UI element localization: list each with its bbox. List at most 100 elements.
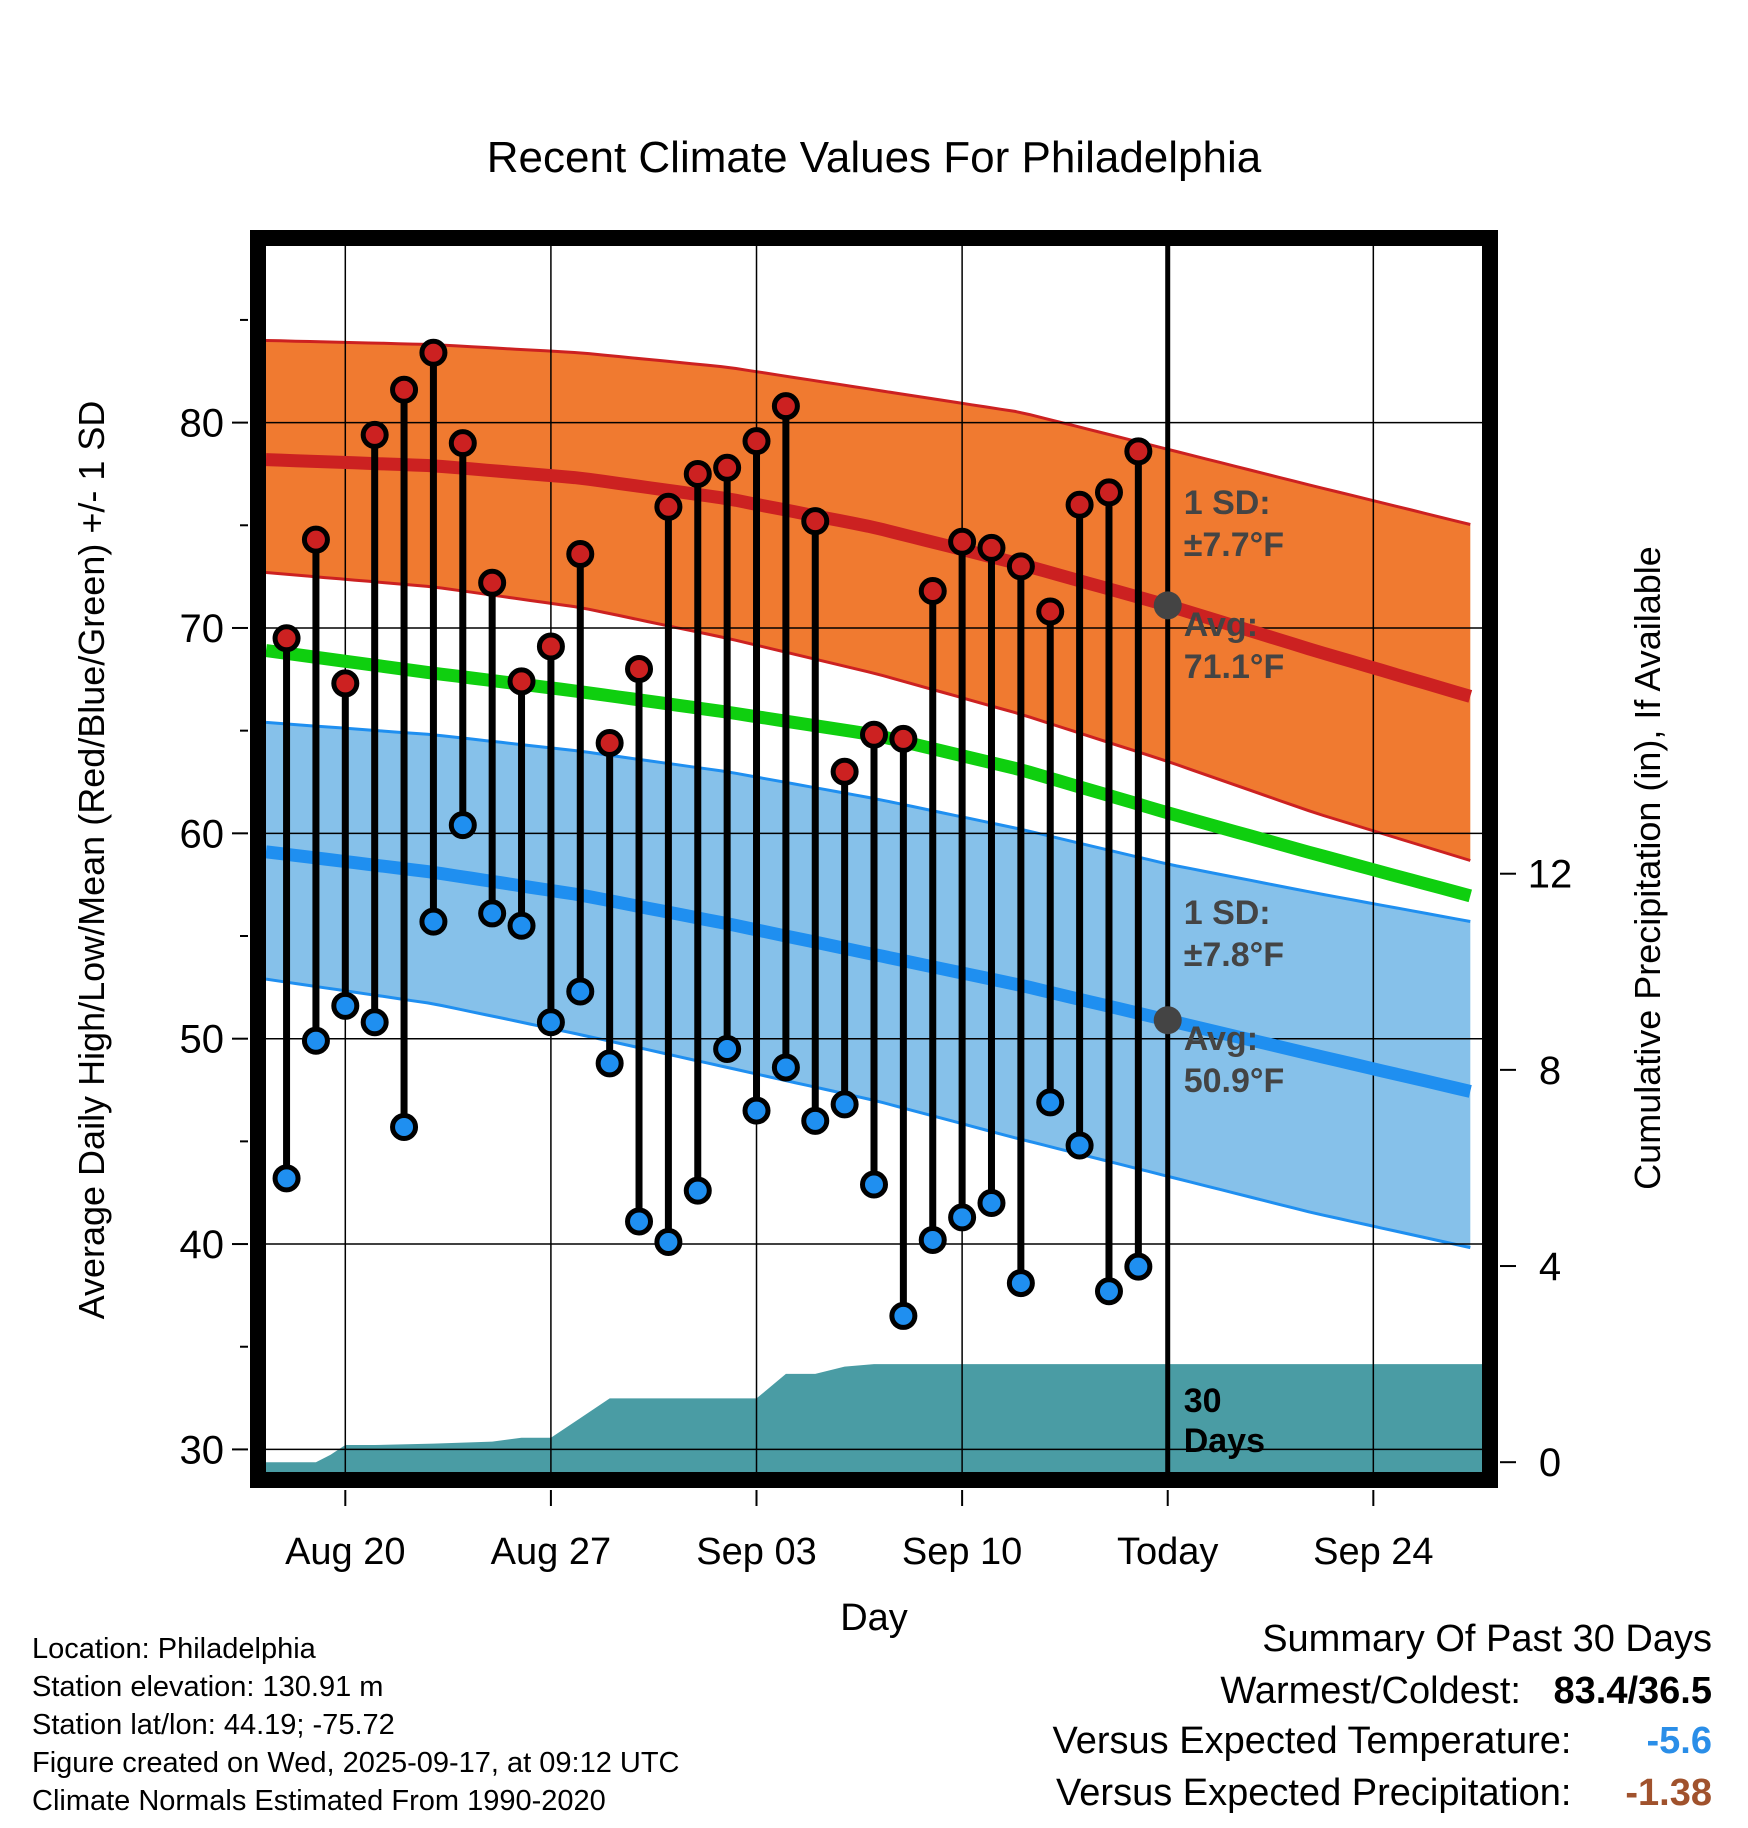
daily-low-point (889, 1301, 918, 1330)
summary-title: Summary Of Past 30 Days (1262, 1618, 1712, 1661)
plot-inner (266, 246, 1482, 1472)
daily-high-point (1124, 437, 1153, 466)
high-sd-label: 1 SD: (1184, 484, 1271, 522)
high-avg-value: 71.1°F (1184, 648, 1285, 686)
y2-tick-label: 4 (1539, 1245, 1561, 1289)
daily-high-point (478, 568, 507, 597)
daily-high-point (1094, 478, 1123, 507)
daily-low-point (272, 1164, 301, 1193)
daily-high-point (860, 720, 888, 749)
daily-low-point (536, 1008, 565, 1037)
footer-created: Figure created on Wed, 2025-09-17, at 09… (32, 1747, 680, 1779)
daily-low-point (860, 1170, 888, 1199)
daily-low-point (1124, 1252, 1153, 1281)
summary-warm-cold-label: Warmest/Coldest: (1220, 1670, 1521, 1712)
daily-low-point (478, 899, 507, 928)
daily-low-point (801, 1106, 830, 1135)
footer-location: Location: Philadelphia (32, 1633, 316, 1665)
daily-low-point (301, 1026, 330, 1055)
y2-axis-label: Cumulative Precipitation (in), If Availa… (1627, 546, 1668, 1190)
low-band-upper-edge (266, 720, 1471, 923)
daily-low-point (1094, 1277, 1123, 1306)
y-tick-label: 80 (180, 402, 225, 446)
summary-warm-cold: Warmest/Coldest: 83.4/36.5 (1220, 1670, 1712, 1713)
daily-high-point (566, 540, 595, 569)
precip-window-label-1: 30 (1184, 1382, 1222, 1420)
daily-high-point (948, 527, 977, 556)
daily-low-point (331, 991, 360, 1020)
daily-high-point (595, 728, 624, 757)
daily-high-point (830, 757, 859, 786)
y-tick-label: 60 (180, 812, 225, 856)
y-tick-label: 40 (180, 1223, 225, 1267)
daily-low-point (448, 811, 477, 840)
daily-high-point (536, 632, 565, 661)
high-band-lower-edge (266, 571, 1471, 862)
today-low-avg-marker (1153, 1006, 1182, 1035)
daily-low-point (507, 911, 536, 940)
footer-elevation: Station elevation: 130.91 m (32, 1671, 384, 1703)
daily-high-point (331, 669, 360, 698)
daily-high-point (683, 459, 712, 488)
y2-tick-label: 8 (1539, 1049, 1561, 1093)
daily-high-point (889, 724, 918, 753)
daily-low-point (830, 1090, 859, 1119)
normal-low-line (266, 845, 1472, 1098)
summary-precip-label: Versus Expected Precipitation: (1056, 1772, 1572, 1814)
x-tick-label: Aug 20 (285, 1531, 405, 1573)
daily-low-point (977, 1188, 1006, 1217)
x-tick-label: Today (1117, 1531, 1218, 1573)
daily-high-point (742, 427, 771, 456)
daily-low-point (771, 1053, 800, 1082)
x-tick-label: Aug 27 (491, 1531, 611, 1573)
y2-tick-label: 0 (1539, 1441, 1561, 1485)
low-avg-value: 50.9°F (1184, 1062, 1285, 1100)
x-axis-label-area: Day (840, 1597, 908, 1639)
daily-low-point (713, 1034, 742, 1063)
footer-normals: Climate Normals Estimated From 1990-2020 (32, 1785, 606, 1817)
x-tick-label: Sep 10 (902, 1531, 1022, 1573)
x-tick-label: Sep 24 (1313, 1531, 1433, 1573)
daily-low-point (1036, 1088, 1065, 1117)
low-sd-label: 1 SD: (1184, 894, 1271, 932)
plot-frame (250, 230, 1498, 1488)
daily-high-point (713, 453, 742, 482)
daily-low-point (360, 1008, 389, 1037)
precipitation-area (266, 1364, 1482, 1472)
daily-high-point (272, 624, 301, 653)
daily-high-point (390, 375, 419, 404)
y-axis-label: Average Daily High/Low/Mean (Red/Blue/Gr… (71, 401, 112, 1320)
daily-low-point (654, 1227, 683, 1256)
x-axis-title: Day (840, 1597, 908, 1639)
daily-low-point (419, 907, 448, 936)
daily-low-point (566, 977, 595, 1006)
y-tick-label: 30 (180, 1428, 225, 1472)
daily-high-point (507, 667, 536, 696)
daily-high-point (1036, 597, 1065, 626)
daily-high-point (654, 492, 683, 521)
low-band-lower-edge (266, 977, 1471, 1250)
daily-low-point (683, 1176, 712, 1205)
summary-temp-value: -5.6 (1646, 1720, 1712, 1762)
high-band-upper-edge (266, 339, 1471, 526)
chart-title: Recent Climate Values For Philadelphia (487, 133, 1262, 182)
today-high-avg-marker (1153, 591, 1182, 620)
summary-warm-cold-value: 83.4/36.5 (1553, 1670, 1712, 1712)
daily-high-point (1065, 490, 1094, 519)
high-avg-label: Avg: (1184, 606, 1258, 644)
daily-low-point (1006, 1269, 1035, 1298)
high-sd-value: ±7.7°F (1184, 526, 1284, 564)
daily-low-point (742, 1096, 771, 1125)
daily-high-point (801, 507, 830, 536)
y-tick-label: 70 (180, 607, 225, 651)
daily-low-point (390, 1112, 419, 1141)
daily-high-point (301, 525, 330, 554)
summary-title-text: Summary Of Past 30 Days (1262, 1618, 1712, 1660)
footer-latlon: Station lat/lon: 44.19; -75.72 (32, 1709, 395, 1741)
daily-high-point (918, 577, 947, 606)
summary-precip: Versus Expected Precipitation: -1.38 (1056, 1772, 1712, 1815)
y-tick-label: 50 (180, 1018, 225, 1062)
daily-high-point (977, 533, 1006, 562)
low-avg-label: Avg: (1184, 1020, 1258, 1058)
daily-low-point (595, 1049, 624, 1078)
